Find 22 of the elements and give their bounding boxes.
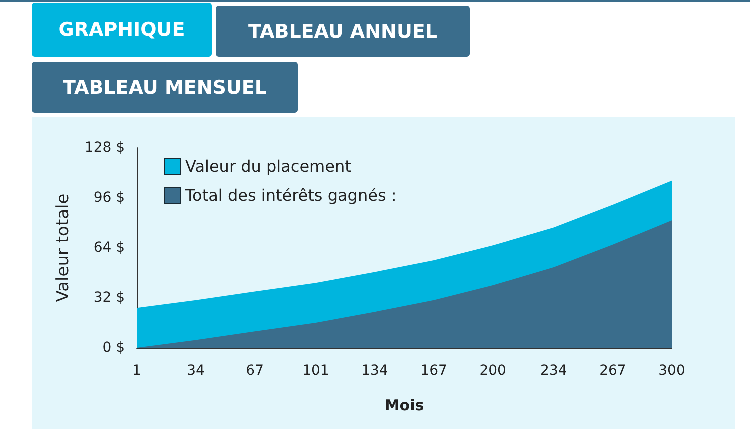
x-tick-label: 1	[132, 363, 142, 379]
text: GRAPHIQUE	[32, 3, 212, 57]
x-tick-label: 101	[302, 363, 330, 379]
y-tick-label: 96 $	[94, 190, 125, 206]
text: TABLEAU ANNUEL	[216, 6, 470, 57]
y-tick-label: 32 $	[94, 290, 125, 306]
x-tick-label: 200	[480, 363, 506, 379]
x-axis-title: Mois	[384, 396, 424, 414]
y-tick-label: 0 $	[102, 340, 125, 356]
x-tick-label: 300	[658, 363, 686, 379]
text: TABLEAU MENSUEL	[32, 62, 298, 113]
x-tick-label: 34	[187, 363, 206, 379]
x-tick-label: 267	[600, 363, 626, 379]
y-tick-label: 64 $	[94, 240, 125, 256]
legend-label: Total des intérêts gagnés :	[184, 186, 397, 205]
x-tick-label: 134	[362, 363, 388, 379]
x-tick-label: 67	[246, 363, 264, 379]
x-tick-label: 167	[420, 363, 448, 379]
y-axis-title: Valeur totale	[54, 194, 74, 302]
y-tick-label: 128 $	[84, 140, 125, 156]
x-tick-label: 234	[540, 363, 568, 379]
legend-label: Valeur du placement	[186, 157, 352, 176]
